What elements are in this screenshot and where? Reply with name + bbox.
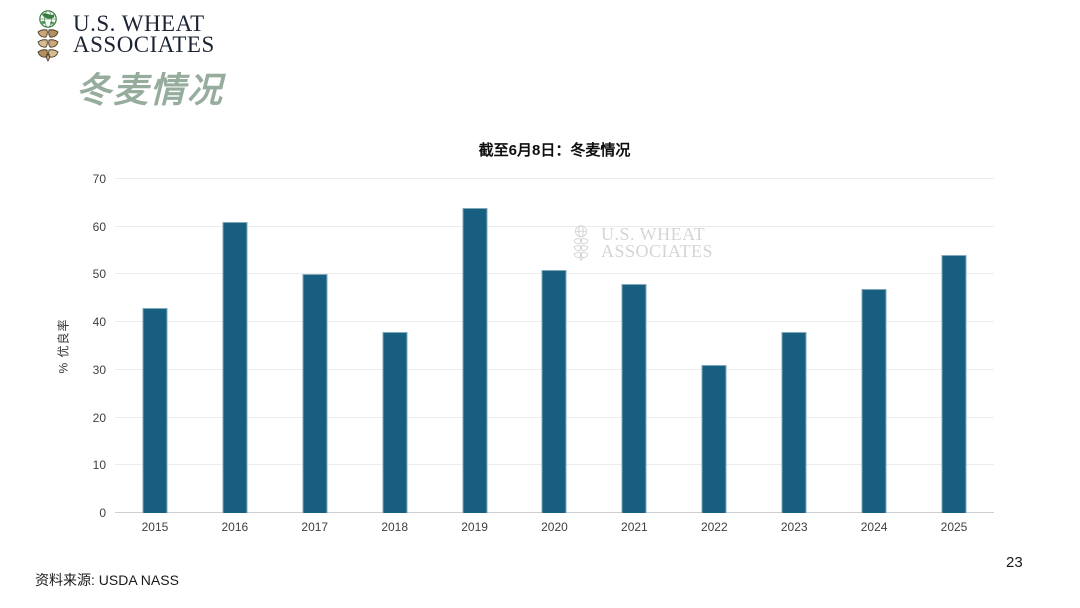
bar-2016 [222,221,248,513]
x-tick-2023: 2023 [780,520,808,534]
bar-slot-2020 [515,179,595,513]
bars [115,179,994,513]
bar-slot-2024 [834,179,914,513]
y-axis-title: % 优良率 [56,318,71,374]
bar-slot-2023 [754,179,834,513]
bar-2022 [701,365,727,513]
bar-slot-2019 [435,179,515,513]
x-tick-2015: 2015 [141,520,169,534]
x-tick-2024: 2024 [860,520,888,534]
bar-2021 [621,283,647,513]
bar-slot-2021 [594,179,674,513]
y-tick-60: 60 [92,219,106,234]
chart: 截至6月8日：冬麦情况 % 优良率 [57,139,994,534]
plot-area: % 优良率 [57,173,994,519]
y-tick-50: 50 [92,267,106,282]
bar-2020 [541,269,567,513]
x-tick-2017: 2017 [301,520,329,534]
x-tick-2020: 2020 [541,520,568,534]
bar-slot-2022 [674,179,754,513]
gridline-70 [115,178,994,179]
x-tick-2025: 2025 [940,520,968,534]
x-tick-2022: 2022 [700,520,728,534]
y-tick-20: 20 [92,410,106,425]
bar-2017 [302,274,328,513]
y-tick-30: 30 [92,362,106,377]
logo-line1: U.S. WHEAT [73,11,205,36]
wheat-globe-icon [37,10,59,62]
x-axis-labels: 2015 2016 2017 2018 2019 2020 2021 2022 2023 2024… [115,520,994,534]
bar-slot-2015 [115,179,195,513]
y-tick-40: 40 [92,315,106,330]
bar-2024 [861,288,887,513]
bar-slot-2017 [275,179,355,513]
usw-logo-text: U.S. WHEAT ASSOCIATES [73,10,215,58]
bar-2025 [941,255,967,513]
bar-2019 [462,207,488,513]
x-tick-2019: 2019 [461,520,488,534]
usw-logo: U.S. WHEAT ASSOCIATES [28,10,215,62]
page-number: 23 [1006,554,1023,571]
bar-2015 [142,307,168,513]
bar-slot-2025 [914,179,994,513]
logo-line2: ASSOCIATES [73,32,215,58]
bar-2018 [382,331,408,513]
gridline-60 [115,225,994,227]
bar-2023 [781,331,807,513]
source-note: 资料来源: USDA NASS [35,572,179,588]
x-tick-2021: 2021 [621,520,648,534]
x-tick-2018: 2018 [381,520,409,534]
slide-title: 冬麦情况 [76,71,225,110]
y-tick-10: 10 [92,458,106,473]
bar-slot-2016 [195,179,275,513]
bar-slot-2018 [355,179,435,513]
x-tick-2016: 2016 [221,520,249,534]
y-tick-0: 0 [99,506,106,520]
chart-title: 截至6月8日：冬麦情况 [478,142,631,159]
y-tick-70: 70 [92,172,106,186]
